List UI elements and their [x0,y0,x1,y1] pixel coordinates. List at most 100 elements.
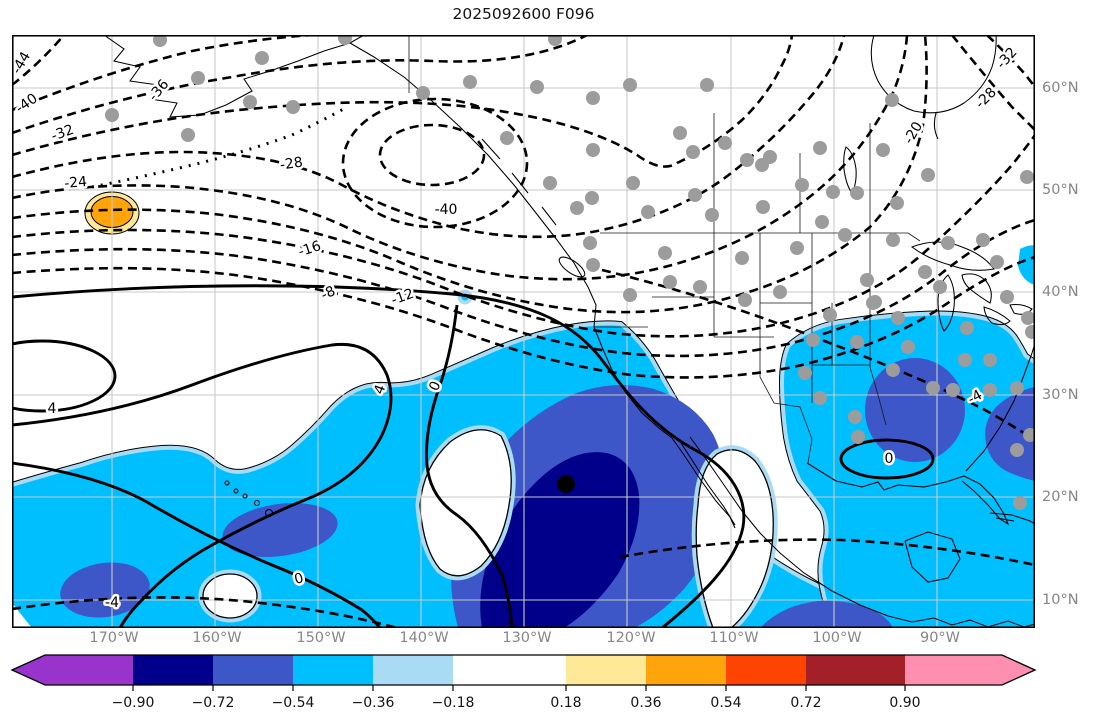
svg-text:-16: -16 [296,238,323,260]
station-dot [673,126,687,140]
station-dot [586,258,600,272]
station-dot [886,233,900,247]
lon-tick-150w: 150°W [296,630,346,646]
dashed-negative-contours [12,35,1035,628]
colorbar-segment [133,655,213,685]
station-dot [626,176,640,190]
closed-low-inner [378,123,486,187]
svg-text:-36: -36 [145,76,172,104]
station-dot [756,200,770,214]
station-dot [570,201,584,215]
station-dot [983,353,997,367]
station-dot [798,366,812,380]
colorbar-segment [293,655,373,685]
station-dot [926,381,940,395]
station-dot [921,168,935,182]
station-dot [1010,443,1024,457]
station-dot [823,308,837,322]
station-dot [735,251,749,265]
colorbar-left-arrow [12,655,45,685]
station-dot [718,136,732,150]
colorbar-tick-label: −0.72 [192,695,235,711]
colorbar-tick-label: 0.72 [790,695,821,711]
station-dot [850,186,864,200]
svg-text:-28: -28 [279,155,304,174]
lakes-cyan-sliver [1018,245,1035,285]
station-dot [191,71,205,85]
svg-text:4: 4 [48,401,57,417]
station-dot [1020,170,1034,184]
station-dot [848,410,862,424]
lon-tick-160w: 160°W [192,630,242,646]
svg-text:0: 0 [885,451,894,467]
station-dot [700,78,714,92]
station-dot [338,35,352,45]
station-dot [918,265,932,279]
station-dot [826,185,840,199]
colorbar-segment [566,655,646,685]
station-dot [686,145,700,159]
svg-text:-32: -32 [49,122,76,145]
svg-text:-32: -32 [993,44,1020,72]
station-dot [585,191,599,205]
gulf-zero-contour [839,438,935,480]
colorbar-outline [10,654,1037,686]
station-dot [181,128,195,142]
white-cutouts [12,425,778,628]
station-dot [688,188,702,202]
station-dot [860,273,874,287]
station-dot [738,293,752,307]
colorbar-segment [213,655,293,685]
lon-tick-170w: 170°W [89,630,139,646]
station-dot [1025,325,1035,339]
station-dot [1023,428,1035,442]
colorbar-segment [905,655,1002,685]
colorbar-right-arrow [1002,655,1035,685]
station-dot [105,108,119,122]
station-dot [500,131,514,145]
colorbar-segment [45,655,133,685]
station-dot [548,35,562,46]
station-dot [705,208,719,222]
lon-tick-100w: 100°W [812,630,862,646]
svg-text:-24: -24 [64,174,88,192]
figure-title: 2025092600 F096 [452,5,595,23]
colorbar-tick-label: −0.54 [272,695,315,711]
station-dot [838,228,852,242]
lat-tick-20n: 20°N [1042,489,1079,505]
station-dot [983,383,997,397]
station-dot [1021,311,1035,325]
map-panel: -44 -40 -36 -32 -28 -24 -20 -28 -32 -40 … [12,35,1035,628]
station-dot [813,141,827,155]
colorbar-segment [453,655,566,685]
station-dot [583,236,597,250]
station-dot [153,35,167,47]
station-dot [255,51,269,65]
station-dot [901,340,915,354]
station-dot [890,196,904,210]
colorbar-tick-label: −0.36 [352,695,395,711]
station-dot [976,233,990,247]
station-dot [958,353,972,367]
lon-tick-120w: 120°W [606,630,656,646]
station-dot [1000,290,1014,304]
station-dot [658,246,672,260]
station-dot [663,275,677,289]
station-dot [960,321,974,335]
station-dot [850,335,864,349]
lat-tick-50n: 50°N [1042,182,1079,198]
station-dot [740,153,754,167]
station-dot [941,236,955,250]
station-dots [105,35,1035,510]
station-dot [1013,496,1027,510]
negative-shading-gulf [778,310,1035,628]
station-dot [1010,381,1024,395]
colorbar-tick-label: 0.18 [550,695,581,711]
station-dot [693,280,707,294]
lon-tick-90w: 90°W [919,630,961,646]
navy-core-blob [480,452,640,628]
station-dot [885,93,899,107]
closed-low-outer [341,97,529,229]
colorbar-tick-label: 0.54 [710,695,741,711]
